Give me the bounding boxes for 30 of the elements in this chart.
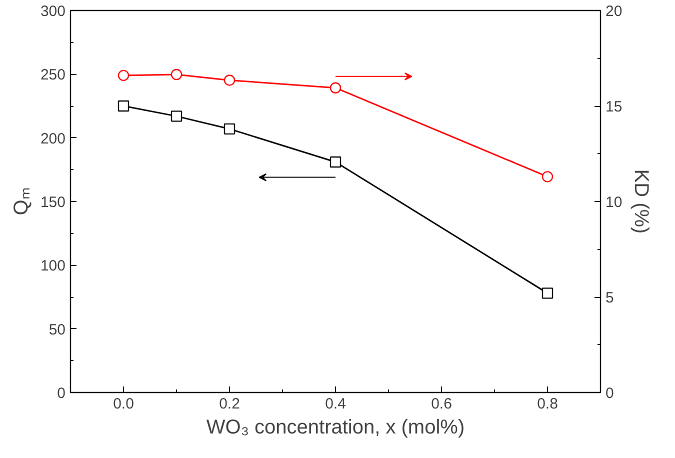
point bbox=[542, 288, 554, 299]
y-axis-title: Qₘ bbox=[10, 188, 32, 216]
x-tick-label: 0.6 bbox=[431, 396, 452, 412]
y2-tick-label: 20 bbox=[606, 3, 622, 20]
point bbox=[224, 123, 236, 135]
y-tick-label: 300 bbox=[40, 3, 66, 20]
y-tick-label: 150 bbox=[40, 194, 66, 211]
point bbox=[542, 171, 554, 182]
y-tick-label: 0 bbox=[57, 385, 66, 402]
point bbox=[330, 82, 342, 94]
point bbox=[170, 68, 182, 80]
y2-axis-title: KD (%) bbox=[630, 169, 652, 234]
x-tick-label: 0.0 bbox=[113, 396, 134, 412]
y2-tick-label: 10 bbox=[606, 194, 622, 211]
y-tick-label: 250 bbox=[40, 66, 66, 84]
x-tick-label: 0.8 bbox=[537, 396, 558, 412]
y-tick-label: 200 bbox=[40, 130, 66, 148]
y2-tick-label: 0 bbox=[606, 385, 614, 402]
point bbox=[118, 70, 130, 82]
point bbox=[224, 74, 236, 86]
point bbox=[118, 100, 130, 112]
x-tick-label: 0.2 bbox=[219, 396, 240, 412]
point bbox=[170, 110, 182, 122]
y-tick-label: 50 bbox=[48, 321, 66, 338]
x-axis-title: WO₃ concentration, x (mol%) bbox=[206, 416, 465, 438]
y2-tick-label: 5 bbox=[606, 290, 614, 306]
x-tick-label: 0.4 bbox=[325, 396, 346, 412]
y-tick-label: 100 bbox=[40, 258, 66, 275]
point bbox=[330, 156, 342, 168]
y2-tick-label: 15 bbox=[606, 98, 622, 116]
